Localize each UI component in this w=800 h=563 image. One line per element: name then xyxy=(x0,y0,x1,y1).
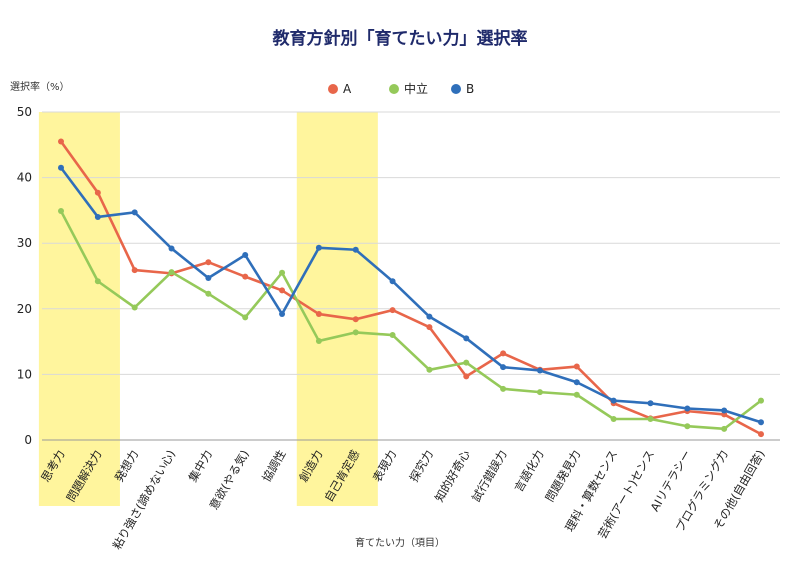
data-point xyxy=(205,274,212,281)
legend-marker xyxy=(328,84,338,94)
y-tick-label: 30 xyxy=(17,236,32,250)
data-point xyxy=(426,324,433,331)
legend-marker xyxy=(389,84,399,94)
data-point xyxy=(684,405,691,412)
data-point xyxy=(389,332,396,339)
y-tick-label: 20 xyxy=(17,302,32,316)
data-point xyxy=(721,425,728,432)
legend-label: 中立 xyxy=(404,81,428,96)
data-point xyxy=(315,244,322,251)
data-point xyxy=(758,397,764,404)
chart-title: 教育方針別「育てたい力」選択率 xyxy=(272,28,528,49)
data-point xyxy=(389,307,396,314)
data-point xyxy=(684,423,691,430)
x-tick-label: 協調性 xyxy=(259,448,288,485)
data-point xyxy=(463,335,470,342)
legend-marker xyxy=(451,84,461,94)
data-point xyxy=(536,389,543,396)
data-point xyxy=(573,379,580,386)
data-point xyxy=(352,316,359,323)
data-point xyxy=(94,278,101,285)
data-point xyxy=(573,391,580,398)
data-point xyxy=(279,269,286,276)
data-point xyxy=(131,209,138,216)
data-point xyxy=(352,329,359,336)
data-point xyxy=(610,416,617,423)
x-tick-label: 知的好奇心 xyxy=(432,447,473,504)
data-point xyxy=(389,278,396,285)
x-tick-label: 探究力 xyxy=(407,448,436,485)
data-point xyxy=(242,273,249,280)
data-point xyxy=(500,350,507,357)
y-tick-label: 50 xyxy=(17,105,32,119)
legend-label: A xyxy=(343,82,352,96)
data-point xyxy=(426,366,433,373)
data-point xyxy=(758,431,764,438)
y-tick-labels: 0 10 20 30 40 50 xyxy=(17,105,32,447)
legend: A 中立 B xyxy=(328,81,474,96)
data-point xyxy=(647,400,654,407)
data-point xyxy=(168,269,175,276)
data-point xyxy=(131,267,138,274)
data-point xyxy=(647,416,654,423)
x-tick-label: 問題発見力 xyxy=(543,448,584,505)
data-point xyxy=(500,364,507,371)
data-point xyxy=(573,363,580,370)
data-point xyxy=(131,304,138,311)
series-line xyxy=(59,210,762,431)
data-point xyxy=(242,314,249,321)
series-lines xyxy=(58,138,764,438)
data-point xyxy=(279,311,286,318)
data-point xyxy=(758,419,764,426)
data-point xyxy=(536,367,543,374)
grid-lines xyxy=(42,111,780,441)
data-point xyxy=(279,287,286,294)
data-point xyxy=(610,397,617,404)
data-point xyxy=(58,208,64,215)
y-axis-label: 選択率（%） xyxy=(10,80,70,93)
data-point xyxy=(315,337,322,344)
legend-label: B xyxy=(466,82,474,96)
x-tick-label: 言語化力 xyxy=(511,448,546,495)
data-point xyxy=(58,164,64,171)
data-point xyxy=(500,385,507,392)
data-point xyxy=(94,213,101,220)
data-point xyxy=(242,252,249,259)
data-point xyxy=(58,138,64,145)
data-point xyxy=(426,313,433,320)
data-point xyxy=(94,189,101,196)
series-line xyxy=(59,140,762,436)
data-point xyxy=(463,359,470,366)
series-line xyxy=(59,166,762,424)
data-point xyxy=(205,290,212,297)
data-point xyxy=(463,373,470,380)
data-point xyxy=(352,246,359,253)
x-axis-label: 育てたい力（項目） xyxy=(355,536,445,549)
y-tick-label: 40 xyxy=(17,171,32,185)
y-tick-label: 10 xyxy=(17,367,32,381)
x-tick-label: 試行錯誤力 xyxy=(469,447,510,504)
data-point xyxy=(721,407,728,414)
data-point xyxy=(168,245,175,252)
data-point xyxy=(205,259,212,266)
y-tick-label: 0 xyxy=(24,433,32,447)
data-point xyxy=(315,311,322,318)
x-tick-label: 集中力 xyxy=(186,448,215,485)
